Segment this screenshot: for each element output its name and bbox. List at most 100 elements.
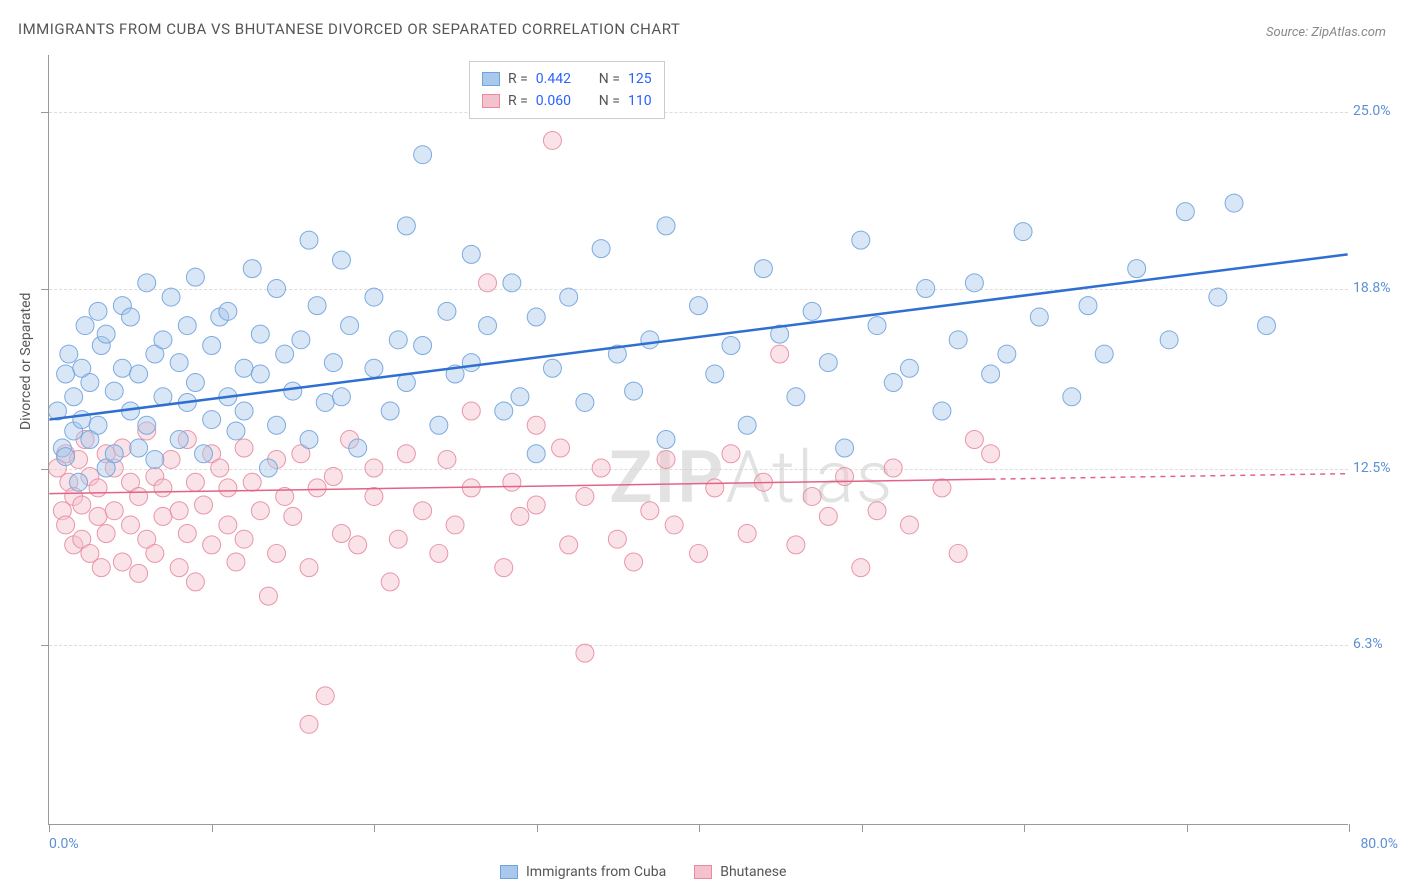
data-point xyxy=(560,536,578,554)
data-point xyxy=(982,445,1000,463)
n-value-cuba: 125 xyxy=(628,71,652,87)
data-point xyxy=(414,146,432,164)
data-point xyxy=(397,217,415,235)
data-point xyxy=(332,388,350,406)
data-point xyxy=(462,245,480,263)
data-point xyxy=(219,302,237,320)
data-point xyxy=(949,331,967,349)
x-tick xyxy=(1024,824,1025,832)
data-point xyxy=(414,337,432,355)
data-point xyxy=(998,345,1016,363)
data-point xyxy=(146,450,164,468)
data-point xyxy=(592,240,610,258)
data-point xyxy=(235,402,253,420)
data-point xyxy=(754,260,772,278)
data-point xyxy=(576,487,594,505)
data-point xyxy=(113,553,131,571)
data-point xyxy=(625,553,643,571)
data-point xyxy=(819,507,837,525)
data-point xyxy=(146,544,164,562)
data-point xyxy=(60,345,78,363)
data-point xyxy=(341,317,359,335)
data-point xyxy=(771,345,789,363)
data-point xyxy=(446,516,464,534)
data-point xyxy=(73,411,91,429)
swatch-bhutanese-icon xyxy=(694,865,712,879)
legend-stats-row-bhutanese: R = 0.060 N = 110 xyxy=(482,90,652,112)
data-point xyxy=(195,445,213,463)
data-point xyxy=(259,587,277,605)
data-point xyxy=(227,422,245,440)
data-point xyxy=(186,473,204,491)
data-point xyxy=(462,354,480,372)
data-point xyxy=(803,487,821,505)
data-point xyxy=(235,359,253,377)
data-point xyxy=(1095,345,1113,363)
data-point xyxy=(130,439,148,457)
data-point xyxy=(543,131,561,149)
swatch-cuba-icon xyxy=(500,865,518,879)
trend-line-dashed xyxy=(991,474,1348,479)
legend-stats-row-cuba: R = 0.442 N = 125 xyxy=(482,68,652,90)
data-point xyxy=(300,431,318,449)
data-point xyxy=(414,502,432,520)
data-point xyxy=(332,525,350,543)
data-point xyxy=(324,354,342,372)
data-point xyxy=(186,573,204,591)
data-point xyxy=(300,715,318,733)
data-point xyxy=(178,317,196,335)
data-point xyxy=(316,687,334,705)
data-point xyxy=(130,487,148,505)
data-point xyxy=(552,439,570,457)
data-point xyxy=(154,331,172,349)
x-axis-max: 80.0% xyxy=(1360,836,1398,852)
data-point xyxy=(430,416,448,434)
data-point xyxy=(641,502,659,520)
data-point xyxy=(195,496,213,514)
data-point xyxy=(787,388,805,406)
legend-stats: R = 0.442 N = 125 R = 0.060 N = 110 xyxy=(469,61,665,119)
data-point xyxy=(243,473,261,491)
data-point xyxy=(1128,260,1146,278)
data-point xyxy=(389,331,407,349)
data-point xyxy=(203,411,221,429)
x-tick xyxy=(1349,824,1350,832)
data-point xyxy=(852,231,870,249)
data-point xyxy=(884,374,902,392)
x-tick xyxy=(374,824,375,832)
data-point xyxy=(284,507,302,525)
data-point xyxy=(965,431,983,449)
data-point xyxy=(495,402,513,420)
data-point xyxy=(868,317,886,335)
y-tick-label: 18.8% xyxy=(1353,280,1406,296)
data-point xyxy=(389,530,407,548)
trend-line xyxy=(49,254,1347,419)
data-point xyxy=(1209,288,1227,306)
legend-label-cuba: Immigrants from Cuba xyxy=(526,864,666,880)
data-point xyxy=(381,573,399,591)
data-point xyxy=(479,274,497,292)
data-point xyxy=(178,525,196,543)
data-point xyxy=(527,445,545,463)
legend-label-bhutanese: Bhutanese xyxy=(720,864,786,880)
data-point xyxy=(852,559,870,577)
data-point xyxy=(900,516,918,534)
data-point xyxy=(259,459,277,477)
data-point xyxy=(211,459,229,477)
data-point xyxy=(76,317,94,335)
data-point xyxy=(706,365,724,383)
data-point xyxy=(138,274,156,292)
data-point xyxy=(349,439,367,457)
data-point xyxy=(738,525,756,543)
data-point xyxy=(397,374,415,392)
data-point xyxy=(965,274,983,292)
data-point xyxy=(560,288,578,306)
data-point xyxy=(276,345,294,363)
data-point xyxy=(251,365,269,383)
data-point xyxy=(690,544,708,562)
data-point xyxy=(105,445,123,463)
data-point xyxy=(300,559,318,577)
data-point xyxy=(186,374,204,392)
data-point xyxy=(122,516,140,534)
data-point xyxy=(503,473,521,491)
